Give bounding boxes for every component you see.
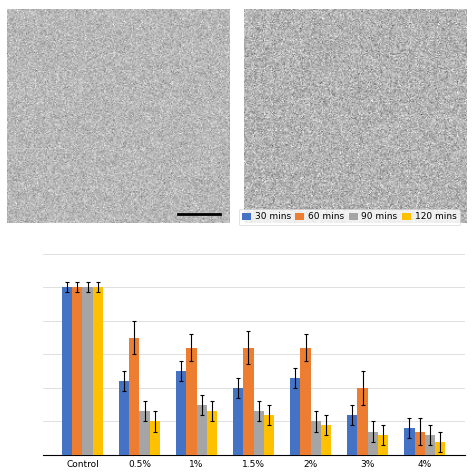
Bar xyxy=(310,421,321,474)
Bar xyxy=(404,428,415,474)
Bar xyxy=(435,442,446,474)
Bar xyxy=(368,431,378,474)
Bar xyxy=(378,435,388,474)
Bar xyxy=(233,388,243,474)
Bar xyxy=(82,287,92,474)
Bar xyxy=(357,388,368,474)
Bar xyxy=(139,411,150,474)
Bar xyxy=(197,405,207,474)
Bar xyxy=(62,287,72,474)
Legend: 30 mins, 60 mins, 90 mins, 120 mins: 30 mins, 60 mins, 90 mins, 120 mins xyxy=(238,209,460,225)
Bar xyxy=(301,348,310,474)
Bar xyxy=(264,415,274,474)
Bar xyxy=(119,381,129,474)
Bar xyxy=(176,371,186,474)
Bar xyxy=(72,287,82,474)
Bar xyxy=(321,425,331,474)
Bar xyxy=(347,415,357,474)
Bar xyxy=(415,431,425,474)
Bar xyxy=(92,287,103,474)
Bar xyxy=(290,378,301,474)
Bar xyxy=(186,348,197,474)
Bar xyxy=(207,411,217,474)
Bar xyxy=(425,435,435,474)
Bar xyxy=(150,421,160,474)
Bar xyxy=(254,411,264,474)
Bar xyxy=(243,348,254,474)
Bar xyxy=(129,337,139,474)
